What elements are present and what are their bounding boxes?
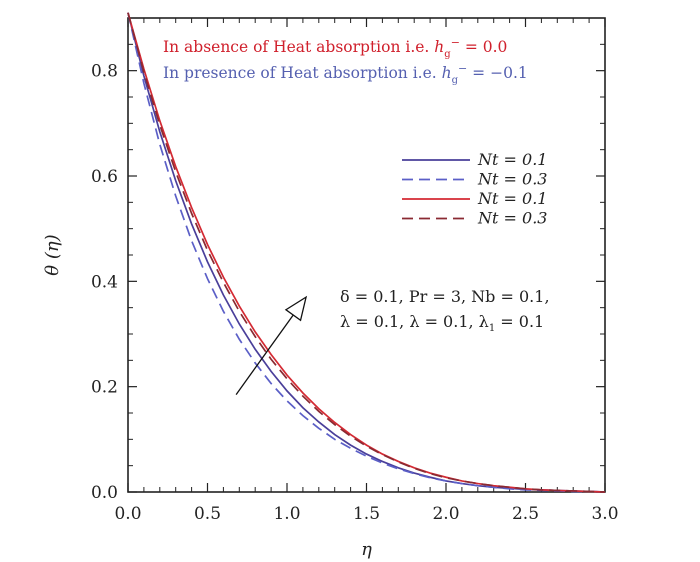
- legend: Nt = 0.1Nt = 0.3Nt = 0.1Nt = 0.3: [402, 150, 547, 228]
- annotation-presence: In presence of Heat absorption i.e. hg− …: [163, 62, 528, 86]
- x-tick-label: 2.5: [512, 504, 539, 524]
- x-tick-label: 0.5: [194, 504, 221, 524]
- trend-arrow: [235, 295, 308, 395]
- arrow-shaft: [235, 314, 294, 395]
- x-tick-label: 0.0: [114, 504, 141, 524]
- annotation-absence: In absence of Heat absorption i.e. hg− =…: [163, 36, 507, 60]
- y-tick-label: 0.0: [91, 483, 118, 503]
- axes: 0.0 0.5 1.0 1.5 2.0 2.5 3.0 0.0 0.2 0.4 0.6 0.8: [91, 18, 619, 524]
- y-tick-label: 0.2: [91, 378, 118, 398]
- x-tick-label: 1.0: [273, 504, 300, 524]
- legend-label: Nt = 0.3: [477, 170, 547, 189]
- y-tick-label: 0.4: [91, 272, 118, 292]
- parameter-line-1: δ = 0.1, Pr = 3, Nb = 0.1,: [340, 287, 550, 306]
- parameter-line-2: λ = 0.1, λ = 0.1, λ1 = 0.1: [340, 312, 544, 334]
- plot-frame: [127, 17, 606, 493]
- y-tick-label: 0.8: [91, 62, 118, 82]
- x-tick-label: 2.0: [432, 504, 459, 524]
- y-axis-label: θ (η): [42, 234, 63, 275]
- legend-label: Nt = 0.1: [477, 189, 547, 208]
- series-line-2: [127, 12, 606, 493]
- series-layer: [127, 12, 606, 493]
- legend-label: Nt = 0.1: [477, 150, 547, 169]
- series-line-4: [127, 12, 606, 493]
- arrow-head: [284, 295, 308, 322]
- x-tick-label: 3.0: [591, 504, 618, 524]
- legend-label: Nt = 0.3: [477, 209, 547, 228]
- y-tick-label: 0.6: [91, 167, 118, 187]
- x-axis-label: η: [361, 539, 372, 560]
- x-tick-label: 1.5: [353, 504, 380, 524]
